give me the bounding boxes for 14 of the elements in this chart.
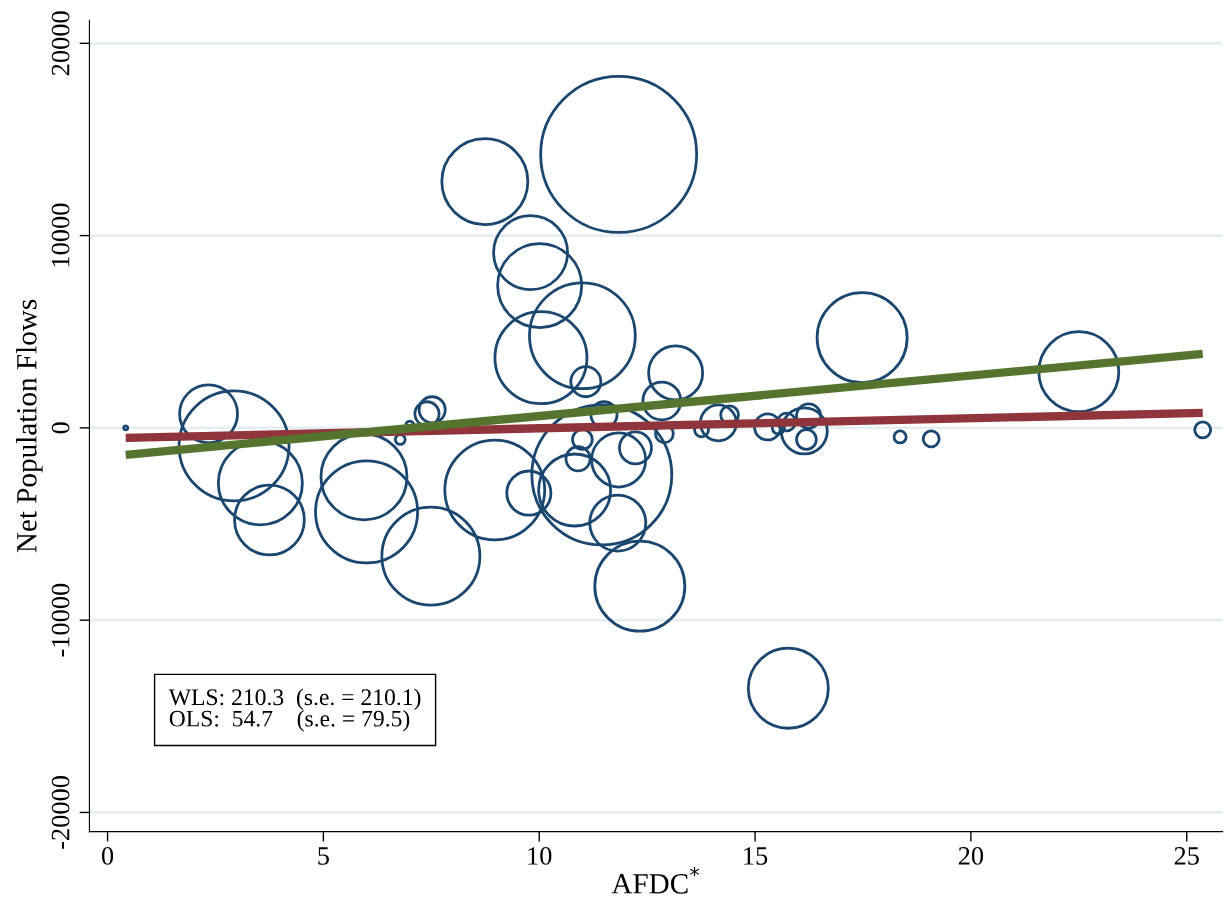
x-tick-label: 5: [318, 847, 329, 865]
y-tick-label: -20000: [51, 776, 70, 849]
x-tick-label: 10: [528, 847, 552, 865]
x-tick-label: 0: [101, 847, 114, 865]
y-tick-label: -10000: [51, 583, 70, 657]
y-tick-label: 10000: [51, 203, 70, 267]
x-axis-title: AFDC$^{*}$: [611, 867, 700, 894]
x-tick-label: 20: [958, 847, 984, 865]
x-tick-label: 15: [744, 847, 768, 865]
y-axis-title: Net Population Flows: [16, 299, 43, 553]
annotation: WLS: 210.3 (s.e. = 210.1) OLS: 54.7 (s.e. = 79.5): [168, 688, 421, 732]
y-tick-label: 0: [51, 422, 70, 434]
y-tick-label: 20000: [51, 11, 70, 76]
x-tick-label: 25: [1174, 847, 1199, 865]
